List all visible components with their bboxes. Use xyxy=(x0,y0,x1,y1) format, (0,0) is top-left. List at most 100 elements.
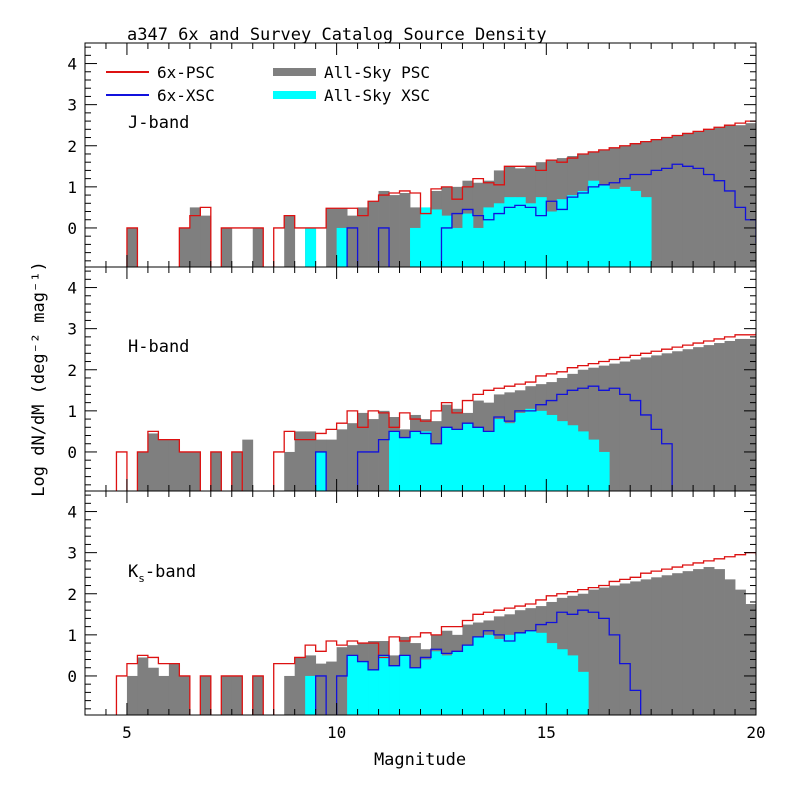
bar-all-sky-psc-p1-51 xyxy=(661,353,673,491)
bar-all-sky-psc-p2-15 xyxy=(284,675,296,715)
bar-all-sky-xsc-p2-13 xyxy=(441,655,453,715)
bar-all-sky-psc-p0-9 xyxy=(221,227,233,267)
bar-all-sky-psc-p0-24 xyxy=(378,190,390,267)
bar-all-sky-xsc-p1-27 xyxy=(598,451,610,491)
bar-all-sky-xsc-p0-19 xyxy=(504,197,516,267)
bar-all-sky-xsc-p1-13 xyxy=(451,429,463,491)
bar-all-sky-xsc-p1-18 xyxy=(504,423,516,491)
bar-all-sky-psc-p1-21 xyxy=(347,423,358,491)
bar-all-sky-psc-p1-10 xyxy=(231,451,243,491)
bar-all-sky-psc-p2-50 xyxy=(651,577,663,715)
bar-all-sky-psc-p0-56 xyxy=(714,127,725,267)
bar-all-sky-psc-p2-51 xyxy=(661,575,673,715)
bar-all-sky-psc-p1-55 xyxy=(703,345,715,491)
bar-all-sky-xsc-p1-17 xyxy=(493,419,505,491)
bar-all-sky-xsc-p1-25 xyxy=(577,431,589,491)
bar-all-sky-xsc-p2-8 xyxy=(389,665,400,715)
bar-all-sky-psc-p1-45 xyxy=(598,365,610,491)
y-tick-label-p1-1: 1 xyxy=(67,402,77,421)
bar-all-sky-xsc-p2-12 xyxy=(430,651,442,715)
bar-all-sky-psc-p1-49 xyxy=(640,357,652,491)
bar-all-sky-psc-p1-56 xyxy=(714,343,725,491)
bar-all-sky-psc-p1-59 xyxy=(745,338,756,491)
bar-all-sky-xsc-p0-21 xyxy=(525,203,537,267)
panel-h-band: 0 1 2 3 4 H-band xyxy=(67,266,788,492)
bar-all-sky-xsc-p1-26 xyxy=(588,439,600,491)
panel-label-ks-sub: s xyxy=(138,572,145,585)
bar-all-sky-xsc-p2-17 xyxy=(483,634,495,715)
bar-all-sky-xsc-p1-20 xyxy=(525,408,537,491)
bar-all-sky-psc-p0-15 xyxy=(284,215,296,267)
bar-all-sky-psc-p2-2 xyxy=(147,667,159,715)
bar-all-sky-xsc-p2-10 xyxy=(410,667,421,715)
bar-all-sky-psc-p1-24 xyxy=(378,410,390,491)
bar-all-sky-xsc-p0-32 xyxy=(640,197,652,267)
line-6x-xsc-p0 xyxy=(346,163,756,267)
bar-all-sky-psc-p1-16 xyxy=(294,431,306,491)
bar-all-sky-psc-p0-33 xyxy=(472,182,484,267)
bar-all-sky-psc-p0-23 xyxy=(368,201,379,267)
bar-all-sky-psc-p0-50 xyxy=(651,139,663,267)
bar-all-sky-xsc-p2-25 xyxy=(567,655,579,715)
legend: 6x-PSC 6x-XSC All-Sky PSC All-Sky XSC xyxy=(106,63,430,105)
bar-all-sky-psc-p0-51 xyxy=(661,137,673,267)
bar-all-sky-xsc-p2-7 xyxy=(378,655,390,715)
bar-all-sky-psc-p1-54 xyxy=(693,347,704,491)
bar-all-sky-psc-p1-15 xyxy=(284,451,296,491)
bar-all-sky-xsc-p0-11 xyxy=(420,207,432,267)
bar-all-sky-xsc-p1-15 xyxy=(472,427,484,491)
bar-all-sky-psc-p1-23 xyxy=(368,419,379,491)
line-6x-psc-p1 xyxy=(115,332,756,491)
bar-all-sky-xsc-p2-0 xyxy=(305,675,317,715)
bar-all-sky-psc-p2-12 xyxy=(252,675,264,715)
bar-all-sky-psc-p2-61 xyxy=(766,662,777,715)
bar-all-sky-psc-p0-63 xyxy=(787,115,798,267)
bar-all-sky-psc-p0-53 xyxy=(682,133,694,267)
bar-all-sky-psc-p0-22 xyxy=(357,207,369,267)
bar-all-sky-psc-p2-47 xyxy=(619,583,631,715)
bar-all-sky-psc-p0-52 xyxy=(672,135,684,267)
bar-all-sky-xsc-p2-22 xyxy=(535,632,547,715)
legend-swatch-allsky-xsc xyxy=(273,91,316,99)
bar-all-sky-psc-p0-12 xyxy=(252,227,264,267)
bar-all-sky-xsc-p1-23 xyxy=(556,421,568,491)
bar-all-sky-psc-p1-58 xyxy=(735,338,746,491)
bar-all-sky-psc-p1-20 xyxy=(336,429,348,491)
bar-all-sky-psc-p1-50 xyxy=(651,355,663,491)
bar-all-sky-psc-p1-47 xyxy=(619,361,631,491)
bar-all-sky-xsc-p0-20 xyxy=(514,197,526,267)
bar-all-sky-psc-p0-55 xyxy=(703,129,715,267)
bar-all-sky-xsc-p2-5 xyxy=(357,661,369,715)
bar-all-sky-xsc-p1-21 xyxy=(535,410,547,491)
bar-all-sky-xsc-p0-26 xyxy=(577,190,589,267)
line-6x-psc-p0 xyxy=(126,120,756,267)
y-tick-label-p0-4: 4 xyxy=(67,55,77,74)
bar-all-sky-psc-p2-20 xyxy=(336,647,348,715)
bar-all-sky-psc-p1-53 xyxy=(682,349,694,491)
bar-all-sky-psc-p2-43 xyxy=(577,593,589,715)
bar-all-sky-psc-p1-62 xyxy=(777,380,788,491)
bar-all-sky-psc-p1-17 xyxy=(305,431,317,491)
bar-all-sky-psc-p0-57 xyxy=(724,125,736,267)
legend-swatch-allsky-psc xyxy=(273,68,316,76)
bar-all-sky-psc-p0-25 xyxy=(389,195,400,267)
x-tick-label-20: 20 xyxy=(746,723,765,742)
y-tick-label-p1-0: 0 xyxy=(67,443,77,462)
line-6x-xsc-p1 xyxy=(315,385,673,491)
y-tick-label-p0-3: 3 xyxy=(67,96,77,115)
y-tick-label-p0-1: 1 xyxy=(67,178,77,197)
bar-all-sky-xsc-p0-29 xyxy=(609,188,621,267)
y-axis-label: Log dN/dM (deg⁻² mag⁻¹) xyxy=(29,261,49,496)
bar-all-sky-xsc-p1-19 xyxy=(514,412,526,491)
legend-label-6x-xsc: 6x-XSC xyxy=(157,86,215,105)
y-tick-label-p0-2: 2 xyxy=(67,137,77,156)
bar-all-sky-xsc-p0-25 xyxy=(567,195,579,267)
line-6x-xsc-p2 xyxy=(315,609,642,715)
bar-all-sky-psc-p2-10 xyxy=(231,675,243,715)
panel-ks-band: 0 1 2 3 4 Ks-band xyxy=(67,490,777,716)
bar-all-sky-xsc-p2-20 xyxy=(514,632,526,715)
bar-all-sky-psc-p1-8 xyxy=(210,451,222,491)
x-tick-labels: 5 10 15 20 xyxy=(122,723,766,742)
bar-all-sky-psc-p2-46 xyxy=(609,585,621,715)
bar-all-sky-psc-p1-19 xyxy=(326,439,338,491)
